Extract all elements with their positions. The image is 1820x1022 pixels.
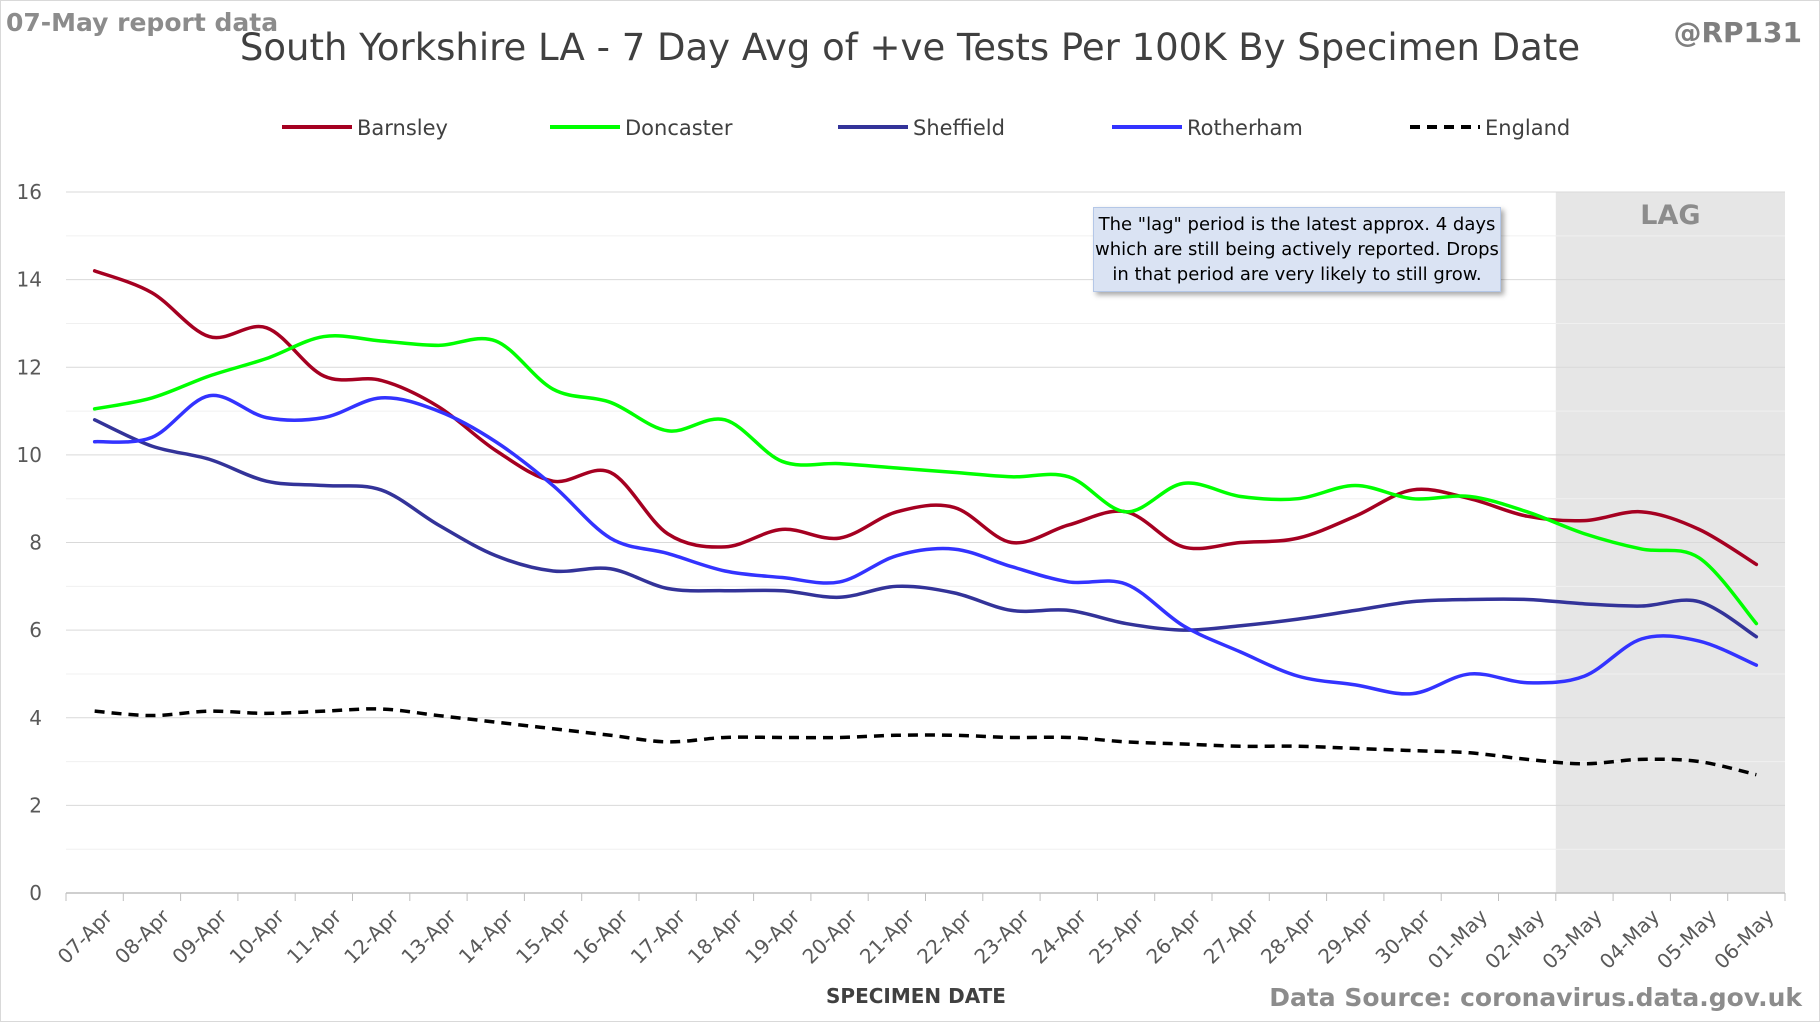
- x-tick-label: 26-Apr: [1141, 904, 1206, 969]
- x-tick-label: 25-Apr: [1084, 904, 1149, 969]
- x-tick-label: 10-Apr: [225, 904, 290, 969]
- note-line: which are still being actively reported.…: [1095, 239, 1499, 260]
- x-tick-label: 21-Apr: [855, 904, 920, 969]
- series-line-rotherham: [92, 393, 1759, 696]
- legend-label-doncaster: Doncaster: [625, 116, 733, 140]
- x-tick-label: 04-May: [1595, 904, 1664, 973]
- x-tick-label: 27-Apr: [1199, 904, 1264, 969]
- series-line-england: [94, 707, 1757, 777]
- lag-note-box: The "lag" period is the latest approx. 4…: [1093, 207, 1501, 292]
- note-line: The "lag" period is the latest approx. 4…: [1098, 214, 1496, 235]
- x-tick-label: 20-Apr: [798, 904, 863, 969]
- y-tick-label: 6: [29, 618, 42, 642]
- legend-label-rotherham: Rotherham: [1187, 116, 1303, 140]
- x-tick-label: 02-May: [1480, 904, 1549, 973]
- legend-label-barnsley: Barnsley: [357, 116, 448, 140]
- y-tick-label: 2: [29, 793, 42, 817]
- x-tick-label: 17-Apr: [626, 904, 691, 969]
- y-tick-label: 0: [29, 881, 42, 905]
- x-tick-label: 18-Apr: [683, 904, 748, 969]
- x-tick-label: 29-Apr: [1313, 904, 1378, 969]
- note-line: in that period are very likely to still …: [1112, 264, 1482, 285]
- series-line-barnsley: [92, 269, 1759, 567]
- x-tick-label: 19-Apr: [740, 904, 805, 969]
- gridlines: [66, 191, 1785, 850]
- lag-label: LAG: [1640, 200, 1700, 231]
- legend-label-england: England: [1485, 116, 1570, 140]
- x-tick-label: 11-Apr: [282, 904, 347, 969]
- x-axis-title: SPECIMEN DATE: [826, 984, 1006, 1008]
- x-tick-label: 06-May: [1709, 904, 1778, 973]
- y-tick-label: 10: [17, 443, 42, 467]
- series-lines: [92, 269, 1759, 777]
- x-tick-label: 22-Apr: [912, 904, 977, 969]
- x-tick-label: 12-Apr: [339, 904, 404, 969]
- x-tick-label: 15-Apr: [511, 904, 576, 969]
- report-date-label: 07-May report data: [6, 8, 279, 37]
- y-tick-label: 12: [17, 355, 42, 379]
- x-tick-label: 16-Apr: [568, 904, 633, 969]
- x-tick-label: 07-Apr: [53, 904, 118, 969]
- x-tick-label: 24-Apr: [1027, 904, 1092, 969]
- y-tick-label: 14: [17, 268, 42, 292]
- chart-title: South Yorkshire LA - 7 Day Avg of +ve Te…: [239, 26, 1581, 69]
- x-tick-label: 13-Apr: [397, 904, 462, 969]
- data-source-label: Data Source: coronavirus.data.gov.uk: [1269, 983, 1802, 1012]
- x-tick-label: 01-May: [1423, 904, 1492, 973]
- x-tick-label: 09-Apr: [167, 904, 232, 969]
- series-line-sheffield: [92, 418, 1759, 639]
- x-tick-label: 23-Apr: [970, 904, 1035, 969]
- x-tick-label: 08-Apr: [110, 904, 175, 969]
- y-tick-label: 8: [29, 531, 42, 555]
- x-tick-label: 28-Apr: [1256, 904, 1321, 969]
- x-tick-label: 14-Apr: [454, 904, 519, 969]
- series-line-doncaster: [92, 334, 1759, 626]
- y-tick-label: 16: [17, 180, 42, 204]
- x-tick-label: 05-May: [1652, 904, 1721, 973]
- author-handle: @RP131: [1673, 16, 1802, 49]
- axes: 0 2 4 6 8 10 12 14 16 07-Apr08-Apr09-Apr10-Apr11-…: [17, 180, 1786, 974]
- legend-label-sheffield: Sheffield: [913, 116, 1005, 140]
- y-tick-label: 4: [29, 706, 42, 730]
- x-tick-label: 03-May: [1537, 904, 1606, 973]
- legend: Barnsley Doncaster Sheffield Rotherham Engla…: [282, 116, 1570, 140]
